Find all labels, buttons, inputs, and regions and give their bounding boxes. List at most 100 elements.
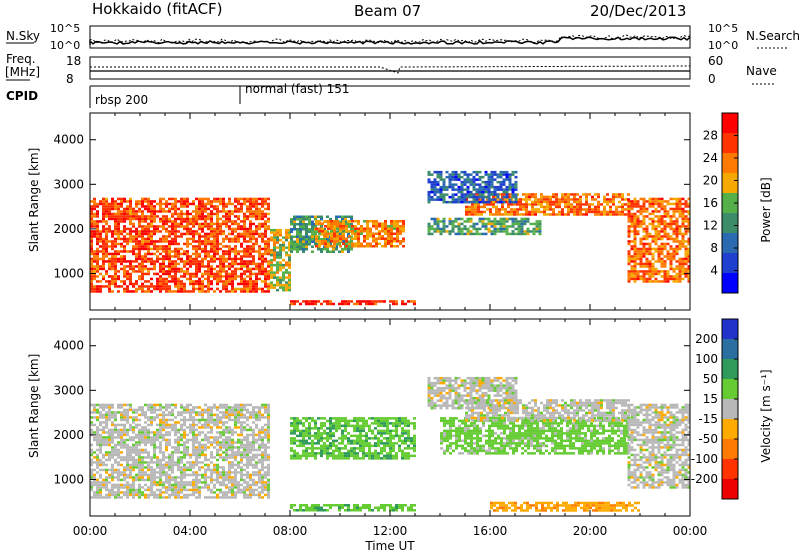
heatmap-cell: [141, 411, 144, 414]
heatmap-cell: [129, 260, 132, 263]
heatmap-cell: [249, 280, 252, 283]
heatmap-cell: [162, 423, 165, 427]
heatmap-cell: [372, 220, 375, 223]
heatmap-cell: [90, 205, 93, 208]
heatmap-cell: [138, 247, 141, 251]
heatmap-cell: [618, 193, 621, 196]
heatmap-cell: [144, 488, 147, 492]
heatmap-cell: [222, 270, 225, 273]
heatmap-cell: [111, 262, 114, 266]
heatmap-cell: [192, 453, 195, 457]
heatmap-cell: [531, 195, 534, 199]
heatmap-cell: [460, 217, 464, 221]
heatmap-cell: [225, 471, 228, 474]
heatmap-cell: [186, 488, 189, 492]
heatmap-cell: [246, 275, 249, 278]
heatmap-cell: [156, 403, 159, 407]
heatmap-cell: [153, 443, 156, 447]
heatmap-cell: [96, 257, 99, 261]
heatmap-cell: [174, 478, 177, 482]
heatmap-cell: [684, 247, 688, 251]
heatmap-cell: [639, 210, 643, 213]
heatmap-cell: [144, 443, 147, 447]
heatmap-cell: [630, 220, 634, 223]
heatmap-cell: [168, 426, 171, 429]
heatmap-cell: [299, 240, 302, 243]
heatmap-cell: [183, 436, 186, 439]
heatmap-cell: [204, 483, 207, 487]
heatmap-cell: [508, 232, 512, 236]
heatmap-cell: [186, 481, 189, 484]
heatmap-cell: [508, 178, 512, 181]
heatmap-cell: [225, 285, 228, 288]
heatmap-cell: [561, 200, 564, 204]
heatmap-cell: [96, 491, 99, 494]
heatmap-cell: [126, 458, 129, 462]
heatmap-cell: [183, 473, 186, 477]
heatmap-cell: [264, 197, 267, 201]
heatmap-cell: [159, 257, 162, 261]
heatmap-cell: [114, 431, 117, 434]
heatmap-cell: [144, 438, 147, 442]
heatmap-cell: [144, 220, 147, 223]
heatmap-cell: [472, 227, 476, 231]
heatmap-cell: [135, 416, 138, 419]
heatmap-cell: [207, 413, 210, 417]
heatmap-cell: [171, 463, 174, 467]
heatmap-cell: [636, 275, 640, 278]
heatmap-cell: [153, 496, 156, 499]
heatmap-cell: [135, 453, 138, 457]
heatmap-cell: [102, 441, 105, 444]
heatmap-cell: [186, 453, 189, 457]
nsky-frame: [89, 25, 691, 49]
heatmap-cell: [174, 496, 177, 499]
heatmap-cell: [105, 272, 108, 276]
heatmap-cell: [267, 225, 270, 228]
heatmap-cell: [471, 208, 474, 211]
heatmap-cell: [225, 282, 228, 286]
heatmap-cell: [237, 240, 240, 243]
heatmap-cell: [363, 237, 366, 240]
heatmap-cell: [387, 242, 390, 245]
heatmap-cell: [159, 230, 162, 233]
heatmap-cell: [159, 217, 162, 221]
heatmap-cell: [153, 453, 156, 457]
heatmap-cell: [654, 207, 658, 211]
heatmap-cell: [165, 290, 168, 293]
heatmap-cell: [159, 267, 162, 271]
heatmap-cell: [525, 203, 528, 206]
heatmap-cell: [96, 443, 99, 447]
heatmap-cell: [123, 473, 126, 477]
heatmap-cell: [111, 423, 114, 427]
heatmap-cell: [219, 426, 222, 429]
heatmap-cell: [216, 441, 219, 444]
heatmap-cell: [96, 431, 99, 434]
heatmap-cell: [381, 227, 384, 230]
heatmap-cell: [436, 227, 440, 231]
heatmap-cell: [225, 486, 228, 489]
heatmap-cell: [198, 406, 201, 409]
heatmap-cell: [147, 453, 150, 457]
heatmap-cell: [228, 431, 231, 434]
heatmap-cell: [648, 280, 652, 283]
heatmap-cell: [276, 288, 279, 292]
heatmap-cell: [448, 222, 452, 226]
heatmap-cell: [288, 248, 291, 252]
heatmap-cell: [308, 230, 311, 233]
heatmap-cell: [687, 265, 691, 268]
heatmap-cell: [210, 257, 213, 261]
heatmap-cell: [141, 287, 144, 291]
heatmap-cell: [186, 227, 189, 231]
heatmap-cell: [279, 261, 282, 264]
heatmap-cell: [384, 245, 387, 248]
heatmap-cell: [135, 265, 138, 268]
colorbar-swatch: [722, 253, 738, 274]
heatmap-cell: [198, 217, 201, 221]
heatmap-cell: [540, 195, 543, 199]
heatmap-cell: [234, 270, 237, 273]
heatmap-cell: [678, 242, 682, 246]
heatmap-cell: [195, 240, 198, 243]
heatmap-cell: [439, 198, 443, 201]
heatmap-cell: [183, 197, 186, 201]
heatmap-cell: [660, 230, 664, 233]
